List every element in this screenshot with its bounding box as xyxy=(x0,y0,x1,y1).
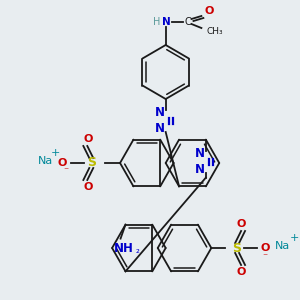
Text: O: O xyxy=(205,6,214,16)
Text: N: N xyxy=(195,147,205,160)
Text: +: + xyxy=(51,148,60,158)
Text: N: N xyxy=(162,17,171,27)
Text: N: N xyxy=(195,163,205,176)
Text: ⁻: ⁻ xyxy=(63,166,68,176)
Text: C: C xyxy=(184,17,191,27)
Text: +: + xyxy=(290,233,299,243)
Text: Na: Na xyxy=(38,156,53,166)
Text: NH: NH xyxy=(114,242,134,255)
Text: O: O xyxy=(84,182,93,192)
Text: O: O xyxy=(84,134,93,144)
Text: ⁻: ⁻ xyxy=(262,252,268,262)
Text: S: S xyxy=(87,157,96,169)
Text: O: O xyxy=(236,267,246,277)
Text: H: H xyxy=(153,17,160,27)
Text: S: S xyxy=(232,242,242,254)
Text: Na: Na xyxy=(275,241,290,251)
Text: N: N xyxy=(155,106,165,119)
Text: CH₃: CH₃ xyxy=(207,28,224,37)
Text: O: O xyxy=(236,219,246,229)
Text: O: O xyxy=(58,158,67,168)
Text: O: O xyxy=(260,243,270,253)
Text: ₂: ₂ xyxy=(136,244,139,255)
Text: N: N xyxy=(155,122,165,136)
